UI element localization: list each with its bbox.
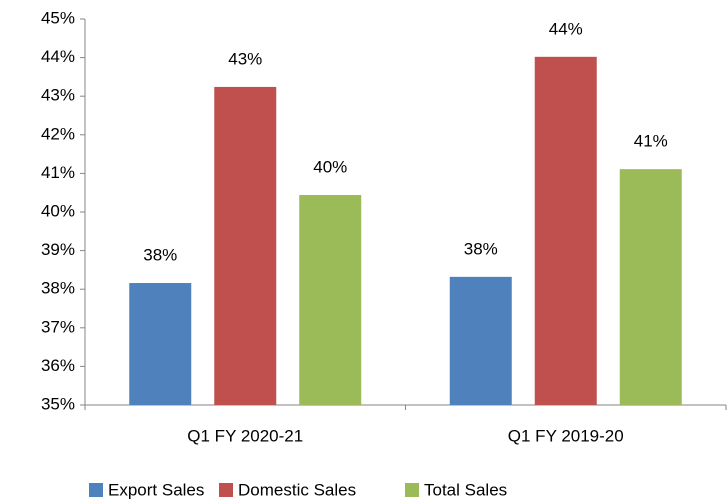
bar (449, 276, 512, 405)
bar (129, 283, 192, 405)
y-tick-label: 44% (41, 47, 75, 66)
data-label: 38% (143, 246, 177, 265)
legend-label: Domestic Sales (238, 480, 356, 499)
data-label: 43% (228, 49, 262, 68)
y-tick-label: 36% (41, 356, 75, 375)
y-tick-label: 37% (41, 317, 75, 336)
bar (214, 86, 277, 405)
legend-swatch (219, 483, 233, 497)
y-tick-label: 42% (41, 124, 75, 143)
y-tick-label: 43% (41, 86, 75, 105)
bar (534, 56, 597, 405)
data-label: 38% (464, 239, 498, 258)
bar (299, 195, 362, 405)
y-tick-label: 45% (41, 8, 75, 27)
data-label: 40% (313, 158, 347, 177)
x-tick-label: Q1 FY 2020-21 (187, 426, 303, 445)
legend-swatch (89, 483, 103, 497)
legend-label: Export Sales (108, 480, 204, 499)
y-tick-label: 35% (41, 394, 75, 413)
bar (619, 169, 682, 405)
y-tick-label: 39% (41, 240, 75, 259)
data-label: 41% (634, 132, 668, 151)
data-label: 44% (549, 19, 583, 38)
y-tick-label: 41% (41, 163, 75, 182)
y-tick-label: 38% (41, 279, 75, 298)
legend-swatch (405, 483, 419, 497)
y-tick-label: 40% (41, 201, 75, 220)
legend-label: Total Sales (424, 480, 507, 499)
x-tick-label: Q1 FY 2019-20 (508, 426, 624, 445)
